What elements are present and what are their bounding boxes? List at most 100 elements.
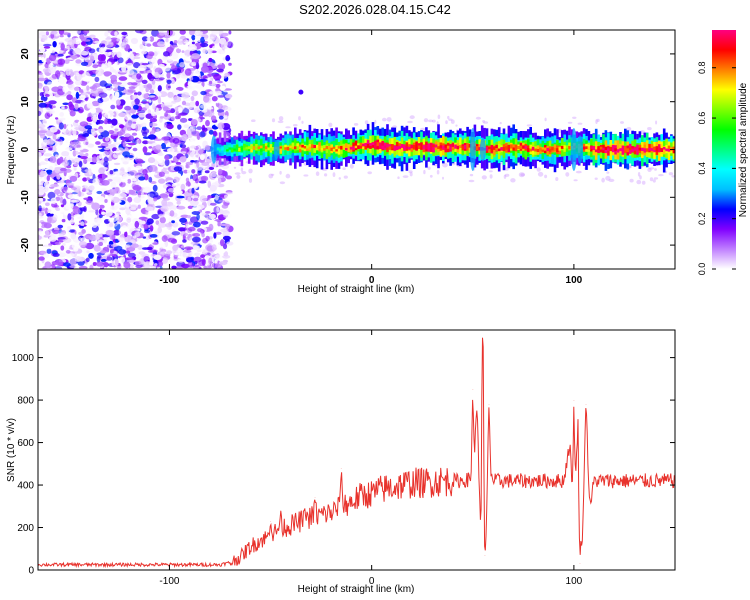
noise-blob <box>178 38 183 42</box>
noise-blob <box>60 204 64 208</box>
noise-blob <box>157 152 164 156</box>
noise-blob <box>142 186 152 194</box>
noise-blob <box>224 93 233 99</box>
noise-blob <box>53 205 60 208</box>
noise-blob <box>118 124 125 129</box>
noise-blob <box>142 40 146 46</box>
noise-blob <box>125 166 135 171</box>
signal-band-cell <box>279 145 283 154</box>
noise-blob <box>69 141 78 149</box>
colorbar-tick-label: 0.0 <box>697 263 707 276</box>
noise-blob <box>60 43 65 51</box>
noise-blob <box>97 54 104 62</box>
noise-blob <box>62 243 66 246</box>
noise-blob <box>130 37 139 45</box>
noise-blob <box>161 168 167 173</box>
speckle-blob <box>315 171 320 176</box>
noise-blob <box>86 102 94 110</box>
noise-blob <box>153 51 158 57</box>
speckle-blob <box>605 175 611 181</box>
signal-band-cell <box>250 145 253 149</box>
noise-blob <box>65 68 71 76</box>
signal-band-cell <box>221 147 224 151</box>
noise-blob <box>141 50 148 55</box>
noise-blob <box>65 128 74 136</box>
noise-blob <box>169 210 175 217</box>
noise-blob <box>192 174 199 182</box>
signal-band-cell <box>497 143 501 153</box>
noise-blob <box>147 134 157 140</box>
noise-blob <box>76 74 82 81</box>
noise-blob <box>97 30 101 34</box>
noise-blob <box>191 53 200 60</box>
speckle-blob <box>240 167 244 172</box>
signal-band-cell <box>551 147 554 151</box>
spectrogram-content <box>38 30 675 269</box>
speckle-blob <box>364 120 369 125</box>
signal-band-cell <box>614 148 617 151</box>
noise-blob <box>154 138 163 141</box>
noise-blob <box>144 229 151 234</box>
noise-blob <box>55 70 61 78</box>
speckle-blob <box>648 167 655 170</box>
speckle-blob <box>428 119 434 123</box>
noise-blob <box>43 46 51 49</box>
noise-blob <box>183 124 190 129</box>
noise-blob <box>92 156 98 163</box>
noise-blob <box>113 176 122 182</box>
noise-blob <box>114 91 120 99</box>
signal-band-cell <box>325 146 329 149</box>
noise-blob <box>38 213 42 217</box>
noise-blob <box>178 227 186 232</box>
signal-band-cell <box>323 148 326 151</box>
noise-blob <box>62 32 71 36</box>
noise-blob <box>153 197 158 202</box>
noise-blob <box>61 218 66 223</box>
noise-blob <box>86 250 90 254</box>
signal-band-cell <box>456 145 460 150</box>
noise-blob <box>39 86 42 89</box>
noise-blob <box>97 128 105 133</box>
signal-band-cell <box>672 146 675 150</box>
noise-blob <box>184 246 194 250</box>
signal-band-cell <box>560 145 564 149</box>
noise-blob <box>56 174 61 180</box>
noise-blob <box>126 259 136 263</box>
noise-blob <box>146 54 153 60</box>
noise-blob <box>170 79 176 85</box>
noise-blob <box>59 34 64 38</box>
noise-blob <box>88 210 96 213</box>
noise-blob <box>128 135 134 142</box>
noise-blob <box>128 155 134 158</box>
speckle-blob <box>332 172 336 178</box>
signal-band-cell <box>648 147 651 151</box>
noise-blob <box>80 101 85 107</box>
noise-blob <box>175 161 182 165</box>
noise-blob <box>118 249 127 255</box>
noise-blob <box>78 89 84 93</box>
noise-blob <box>141 128 150 135</box>
noise-blob <box>204 170 210 174</box>
noise-blob <box>108 218 117 223</box>
speckle-blob <box>303 174 309 177</box>
noise-blob <box>55 141 61 149</box>
noise-blob <box>119 181 126 188</box>
noise-blob <box>38 43 44 47</box>
noise-blob <box>180 214 190 218</box>
noise-blob <box>181 134 188 142</box>
noise-blob <box>200 254 206 259</box>
noise-blob <box>83 88 87 94</box>
noise-blob <box>170 65 178 71</box>
signal-band-cell <box>386 144 389 148</box>
speckle-blob <box>423 118 429 123</box>
noise-blob <box>208 257 213 265</box>
signal-band-cell <box>507 145 511 149</box>
noise-blob <box>206 215 212 220</box>
noise-blob <box>91 100 100 107</box>
signal-band-cell <box>415 141 418 151</box>
noise-blob <box>171 220 176 224</box>
noise-blob <box>82 177 88 182</box>
signal-band-cell <box>556 148 559 152</box>
signal-band-cell <box>366 143 370 148</box>
speckle-blob <box>649 177 654 182</box>
